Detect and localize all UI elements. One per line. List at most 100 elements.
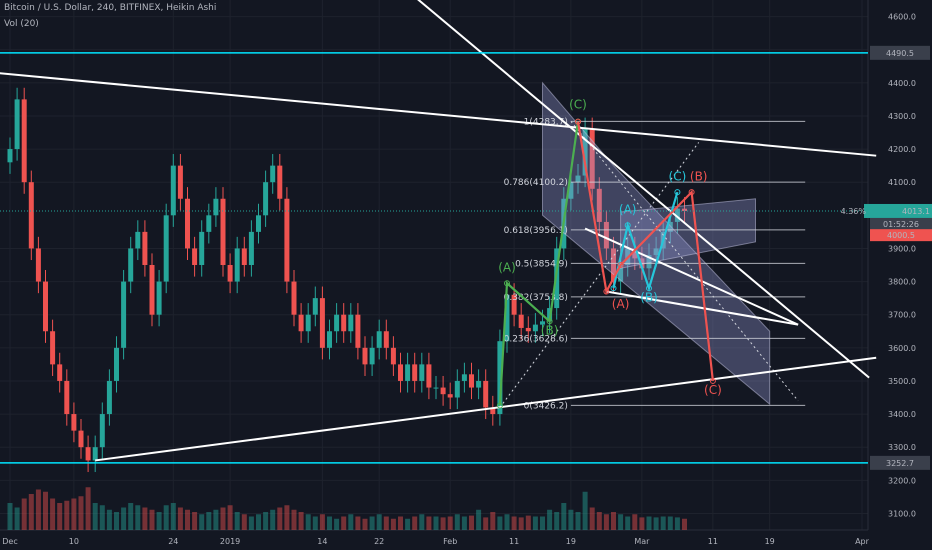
volume-bar bbox=[582, 491, 588, 530]
volume-bar bbox=[540, 516, 545, 530]
wave-label: (B) bbox=[690, 170, 708, 184]
y-tick-label: 3700.0 bbox=[888, 311, 916, 320]
candle-body bbox=[78, 430, 84, 448]
volume-bar bbox=[106, 509, 112, 530]
candle-body bbox=[334, 314, 340, 332]
candle-body bbox=[682, 208, 687, 212]
y-tick-label: 3800.0 bbox=[888, 278, 916, 287]
candle-body bbox=[298, 314, 304, 332]
wave-point bbox=[504, 280, 510, 287]
candle-body bbox=[156, 281, 162, 315]
steep-descending-trendline bbox=[417, 0, 870, 379]
dotted-projection-line bbox=[570, 121, 799, 402]
wave-label: (B) bbox=[640, 290, 658, 304]
candle-body bbox=[426, 364, 432, 388]
volume-bar bbox=[433, 516, 439, 530]
x-tick-label: 14 bbox=[317, 537, 327, 546]
candle-body bbox=[213, 198, 219, 216]
volume-bar bbox=[121, 507, 127, 530]
candle-body bbox=[603, 221, 609, 249]
y-tick-label: 3600.0 bbox=[888, 344, 916, 353]
volume-bar bbox=[504, 514, 510, 530]
candle-body bbox=[241, 248, 247, 265]
candle-body bbox=[348, 314, 354, 332]
wave-point bbox=[610, 285, 617, 292]
candle-body bbox=[582, 129, 588, 176]
candle-body bbox=[376, 331, 382, 348]
volume-bar bbox=[625, 516, 631, 530]
candle-body bbox=[419, 364, 425, 381]
candle-body bbox=[170, 165, 176, 216]
fib-level-label: 0.382(3753.8) bbox=[504, 293, 568, 303]
secondary-price-value: 4000.5 bbox=[887, 231, 915, 240]
volume-bar bbox=[248, 516, 254, 530]
volume-bar bbox=[163, 505, 169, 530]
volume-bar bbox=[525, 515, 531, 530]
volume-bar bbox=[256, 514, 261, 530]
lower-support-trendline bbox=[95, 356, 877, 462]
candle-body bbox=[177, 165, 183, 199]
volume-bar bbox=[71, 498, 77, 530]
candle-body bbox=[14, 99, 20, 150]
x-tick-label: 11 bbox=[509, 537, 519, 546]
candle-body bbox=[447, 394, 453, 398]
candle-body bbox=[504, 294, 510, 342]
volume-bar bbox=[241, 514, 247, 530]
volume-bar bbox=[660, 516, 666, 530]
candle-body bbox=[43, 281, 48, 332]
green-impulse-wave bbox=[498, 121, 580, 406]
upper-resistance-trendline bbox=[0, 72, 877, 157]
candle-body bbox=[405, 364, 411, 381]
candle-body bbox=[611, 248, 616, 282]
candle-body bbox=[248, 231, 254, 265]
countdown-badge bbox=[870, 217, 932, 230]
candle-body bbox=[284, 198, 290, 282]
cyan-correction-wave bbox=[612, 191, 679, 292]
volume-indicator-label[interactable]: Vol (20) bbox=[4, 19, 39, 29]
small-channel-shape bbox=[620, 198, 756, 269]
candle-body bbox=[355, 314, 361, 348]
wave-point bbox=[688, 189, 695, 196]
candle-body bbox=[476, 380, 482, 388]
fib-level-label: 1(4283.7) bbox=[524, 117, 568, 127]
candle-body bbox=[28, 182, 34, 249]
volume-bar bbox=[682, 518, 687, 530]
candle-body bbox=[135, 231, 141, 249]
volume-bar bbox=[170, 503, 176, 530]
candle-body bbox=[263, 182, 269, 216]
volume-bar bbox=[483, 517, 489, 530]
fib-level-label: 0.786(4100.2) bbox=[504, 178, 568, 188]
volume-bar bbox=[234, 512, 240, 530]
volume-bar bbox=[185, 509, 190, 530]
x-tick-label: 10 bbox=[69, 537, 79, 546]
volume-bar bbox=[28, 494, 34, 530]
volume-bar bbox=[85, 487, 91, 530]
volume-bar bbox=[611, 512, 616, 530]
volume-bar bbox=[312, 516, 318, 530]
secondary-price-badge bbox=[870, 229, 932, 242]
wave-point bbox=[546, 318, 553, 325]
volume-bar bbox=[355, 516, 361, 530]
volume-bar bbox=[390, 518, 396, 530]
candle-body bbox=[92, 447, 98, 461]
x-tick-label: Mar bbox=[634, 537, 650, 546]
volume-bar bbox=[64, 500, 70, 530]
volume-bar bbox=[114, 512, 119, 530]
candle-body bbox=[618, 265, 624, 282]
wave-point bbox=[624, 222, 631, 229]
volume-bar bbox=[447, 516, 453, 530]
candle-body bbox=[305, 314, 311, 332]
volume-bar bbox=[561, 503, 567, 530]
volume-bar bbox=[128, 503, 134, 530]
volume-bar bbox=[298, 512, 304, 530]
candle-body bbox=[390, 347, 396, 365]
volume-bar bbox=[653, 517, 659, 530]
candle-body bbox=[121, 281, 127, 348]
volume-bar bbox=[596, 512, 602, 530]
candle-body bbox=[256, 215, 261, 232]
volume-bar bbox=[305, 514, 311, 530]
candle-body bbox=[99, 414, 105, 448]
y-tick-label: 4200.0 bbox=[888, 145, 916, 154]
wave-point bbox=[603, 288, 610, 295]
